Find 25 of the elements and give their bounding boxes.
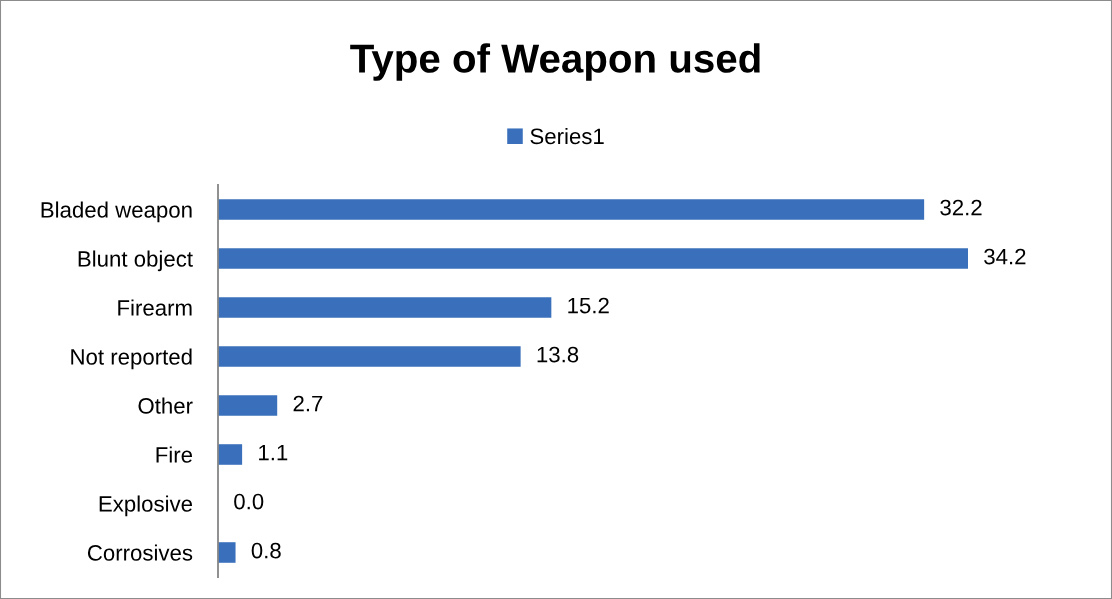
y-tick-label: Firearm — [118, 299, 192, 316]
data-label: 2.7 — [293, 395, 323, 412]
data-label: 32.2 — [940, 199, 982, 216]
y-tick-label: Other — [138, 397, 193, 414]
y-tick-label: Bladed weapon — [41, 201, 192, 223]
bar — [218, 248, 968, 269]
chart-title: Type of Weapon used — [350, 43, 760, 81]
y-tick-label: Corrosives — [87, 544, 193, 561]
data-label: 0.0 — [234, 493, 264, 510]
data-label: 0.8 — [251, 542, 281, 559]
bar — [218, 542, 236, 563]
bar — [218, 395, 278, 416]
data-label: 15.2 — [568, 297, 609, 314]
bar — [218, 444, 243, 465]
data-label: 13.8 — [537, 346, 579, 363]
bar — [218, 199, 925, 220]
y-tick-label: Explosive — [99, 495, 193, 517]
y-tick-label: Fire — [156, 446, 193, 463]
y-tick-label: Not reported — [71, 348, 192, 370]
data-label: 1.1 — [259, 444, 288, 461]
bar — [218, 297, 552, 318]
bar — [218, 346, 521, 367]
legend-label: Series1 — [530, 127, 604, 145]
y-tick-label: Blunt object — [78, 250, 193, 272]
data-label: 34.2 — [984, 248, 1026, 265]
